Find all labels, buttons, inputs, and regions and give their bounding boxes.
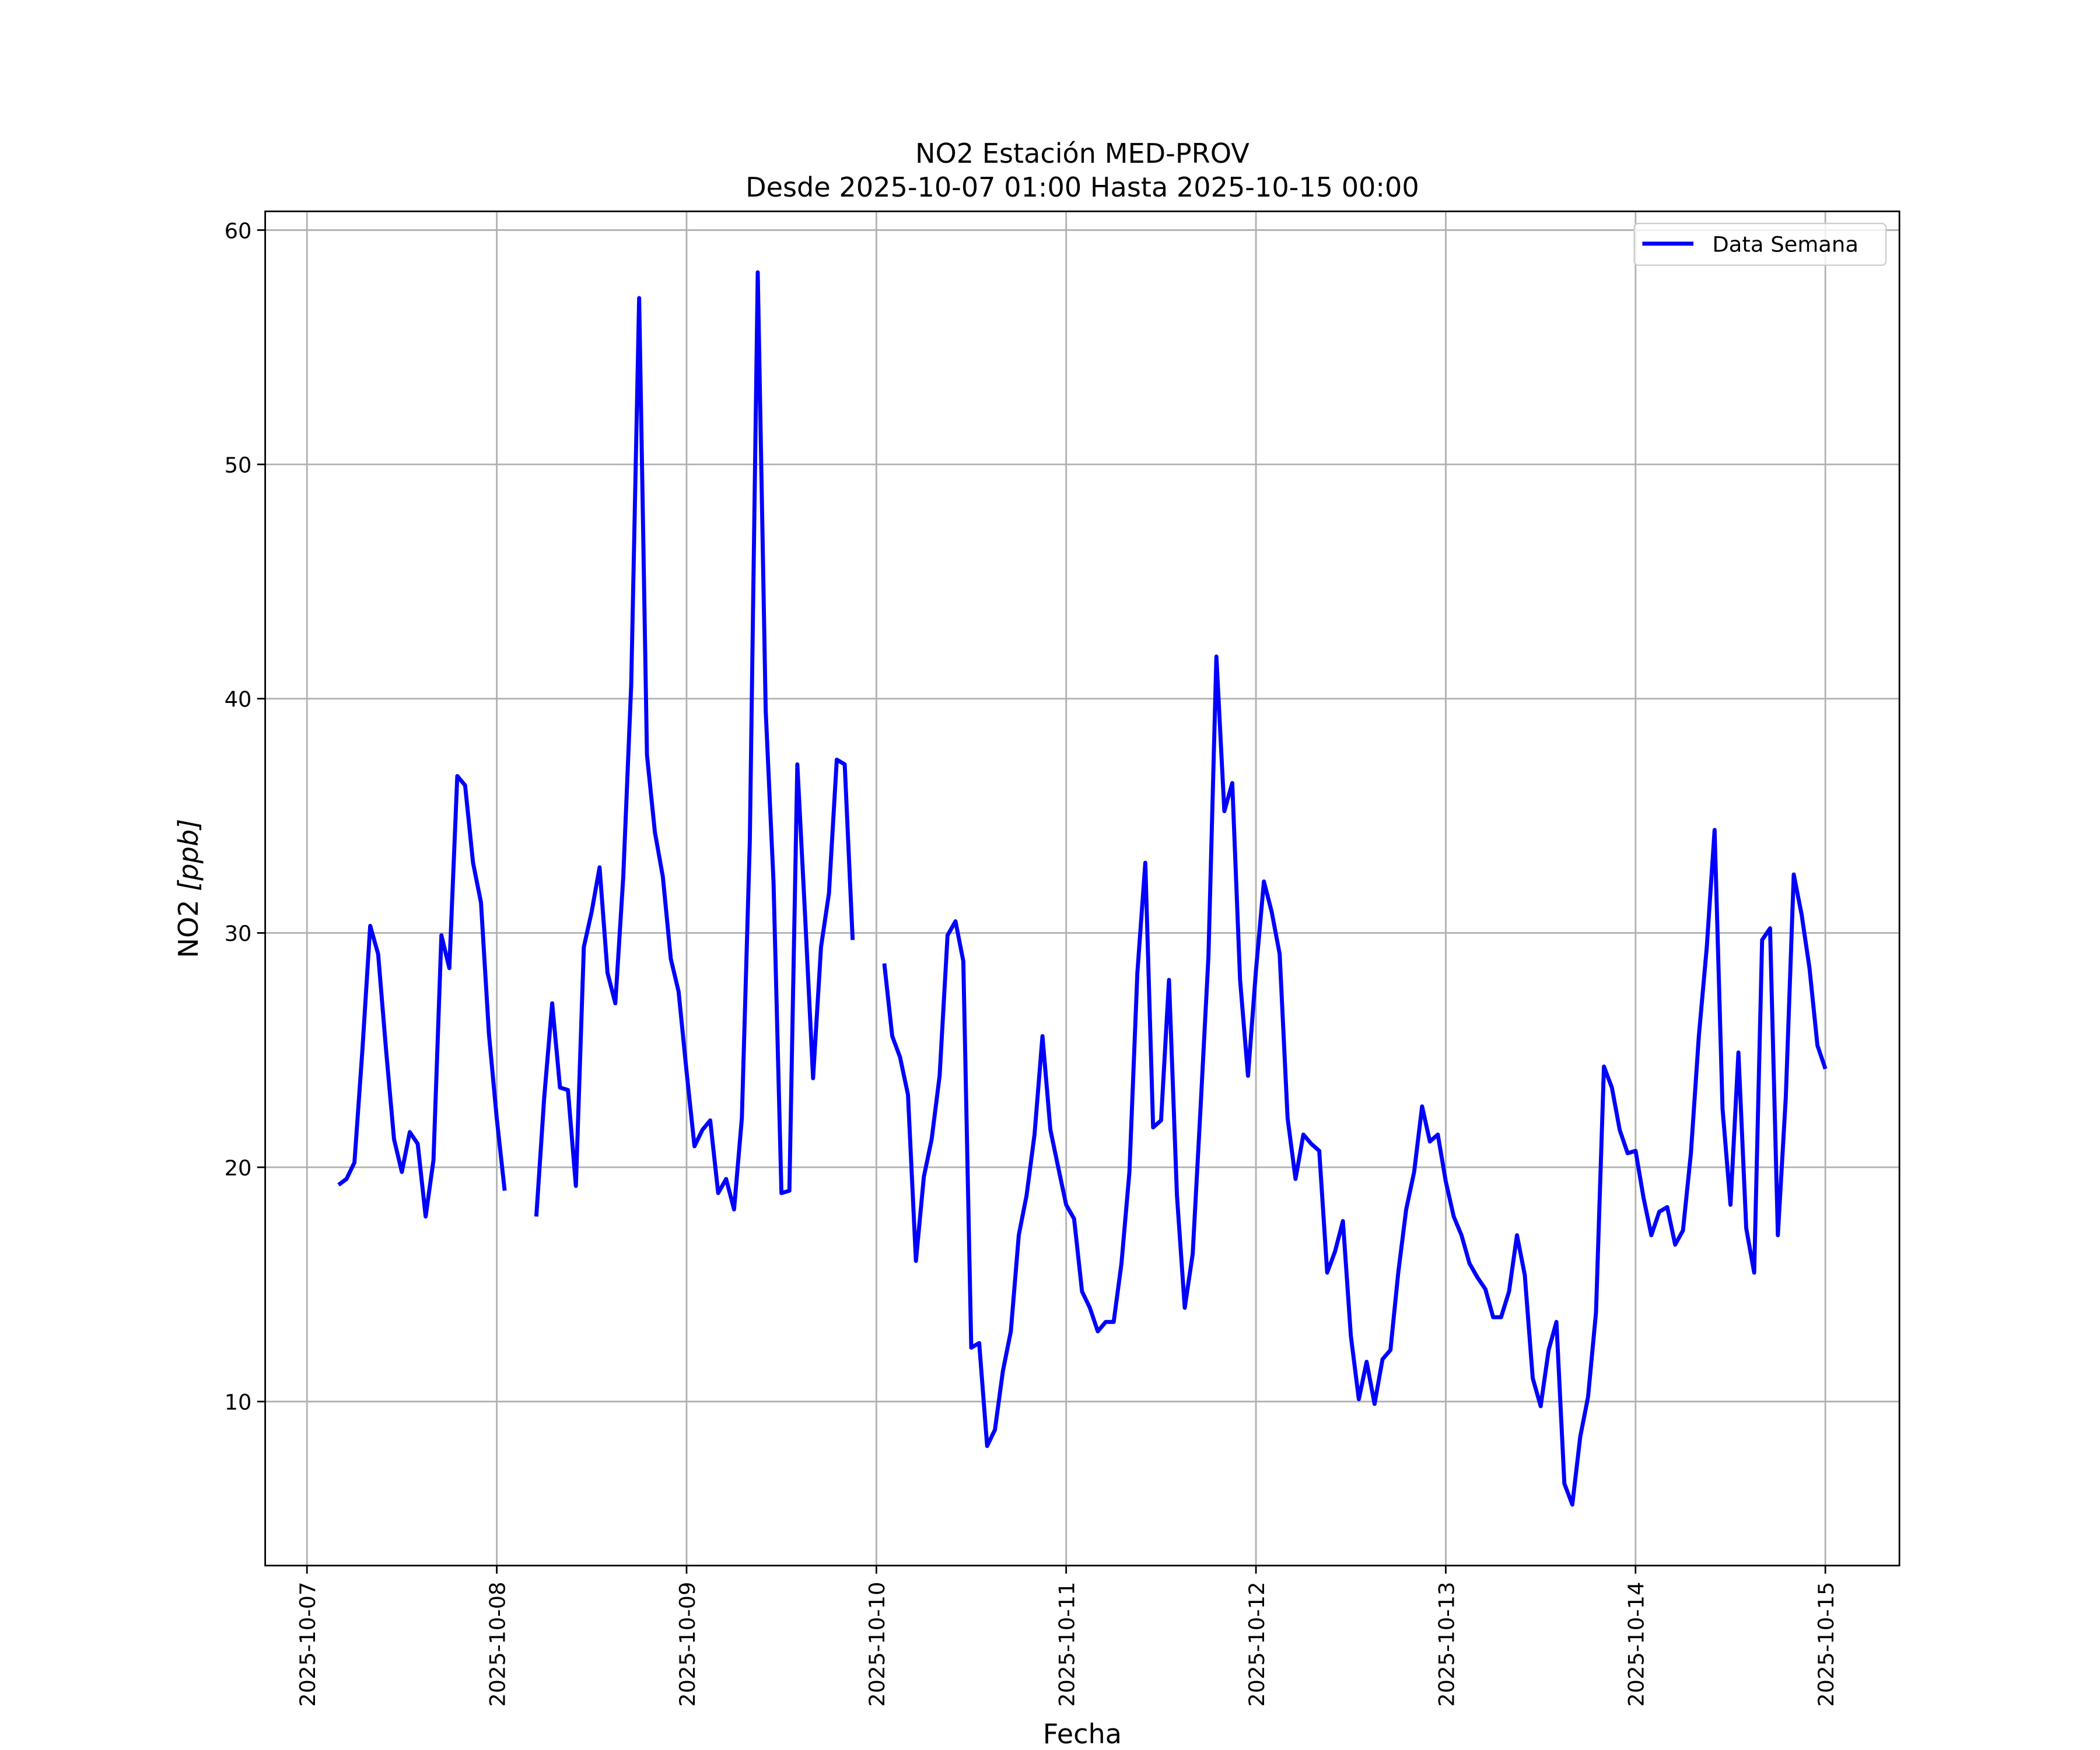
y-axis-label-main: NO2: [173, 891, 204, 958]
y-tick-label: 30: [225, 921, 252, 946]
x-tick-label: 2025-10-15: [1814, 1582, 1839, 1707]
x-tick-label: 2025-10-11: [1055, 1582, 1080, 1707]
x-tick-label: 2025-10-13: [1434, 1582, 1459, 1707]
x-axis-label: Fecha: [1043, 1718, 1122, 1749]
x-tick-label: 2025-10-12: [1244, 1582, 1269, 1707]
legend: Data Semana: [1633, 222, 1887, 266]
grid-lines: [265, 211, 1900, 1566]
y-axis-label-unit: [ppb]: [173, 819, 204, 891]
series-lines: [337, 270, 1828, 1507]
y-tick-label: 20: [225, 1156, 252, 1181]
legend-label: Data Semana: [1712, 232, 1859, 257]
series-line-segment: [534, 270, 855, 1217]
x-tick-label: 2025-10-08: [485, 1582, 510, 1707]
plot-frame: [264, 210, 1901, 1567]
x-tick-label: 2025-10-09: [675, 1582, 700, 1707]
y-tick-label: 40: [225, 687, 252, 712]
x-tick-label: 2025-10-10: [864, 1582, 890, 1707]
legend-box: [1633, 222, 1887, 266]
y-tick-label: 50: [225, 453, 252, 478]
chart-subtitle: Desde 2025-10-07 01:00 Hasta 2025-10-15 …: [746, 172, 1419, 203]
series-line-segment: [882, 654, 1828, 1507]
x-tick-label: 2025-10-07: [295, 1582, 320, 1707]
x-tick-label: 2025-10-14: [1624, 1582, 1649, 1707]
chart-title: NO2 Estación MED-PROV: [915, 138, 1250, 169]
axis-ticks: 2025-10-07 2025-10-08 2025-10-09 2025-10-10…: [225, 218, 1839, 1707]
y-axis-label: NO2 [ppb]: [173, 819, 204, 958]
y-tick-label: 10: [225, 1390, 252, 1415]
series-line-segment: [337, 774, 507, 1219]
y-tick-label: 60: [225, 218, 252, 243]
